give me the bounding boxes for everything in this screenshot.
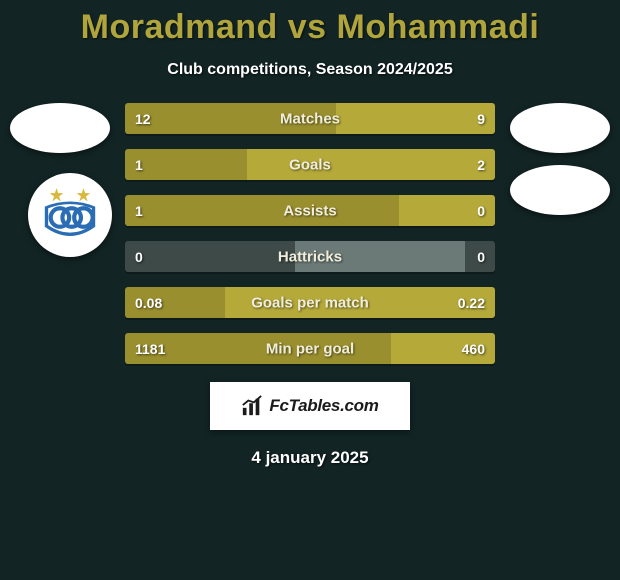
stat-label: Assists: [125, 202, 495, 219]
crest-icon: [28, 173, 112, 257]
club-crest-left: [28, 173, 112, 257]
player-avatar-right: [510, 103, 610, 153]
brand-badge: FcTables.com: [210, 382, 410, 430]
player-avatar-left: [10, 103, 110, 153]
stat-bar: 00Hattricks: [125, 241, 495, 272]
page-title: Moradmand vs Mohammadi: [0, 0, 620, 47]
stat-bar: 10Assists: [125, 195, 495, 226]
brand-icon: [241, 395, 263, 417]
stat-label: Matches: [125, 110, 495, 127]
club-crest-right: [510, 165, 610, 215]
comparison-stage: 129Matches 12Goals 10Assists 00Hattricks 0.0…: [0, 103, 620, 364]
stat-label: Min per goal: [125, 340, 495, 357]
subtitle: Club competitions, Season 2024/2025: [0, 61, 620, 79]
date-label: 4 january 2025: [0, 448, 620, 468]
stat-bar: 1181460Min per goal: [125, 333, 495, 364]
brand-text: FcTables.com: [269, 396, 378, 416]
stat-bar: 0.080.22Goals per match: [125, 287, 495, 318]
stat-bars: 129Matches 12Goals 10Assists 00Hattricks 0.0…: [125, 103, 495, 364]
stat-label: Goals: [125, 156, 495, 173]
stat-label: Hattricks: [125, 248, 495, 265]
stat-label: Goals per match: [125, 294, 495, 311]
stat-bar: 129Matches: [125, 103, 495, 134]
stat-bar: 12Goals: [125, 149, 495, 180]
